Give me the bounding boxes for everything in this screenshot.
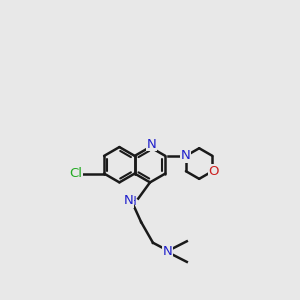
Text: N: N (147, 138, 156, 151)
Text: N: N (124, 194, 134, 207)
Text: H: H (128, 195, 137, 208)
Text: O: O (209, 165, 219, 178)
Text: N: N (181, 149, 191, 162)
Text: Cl: Cl (70, 167, 83, 180)
Text: N: N (163, 245, 172, 258)
